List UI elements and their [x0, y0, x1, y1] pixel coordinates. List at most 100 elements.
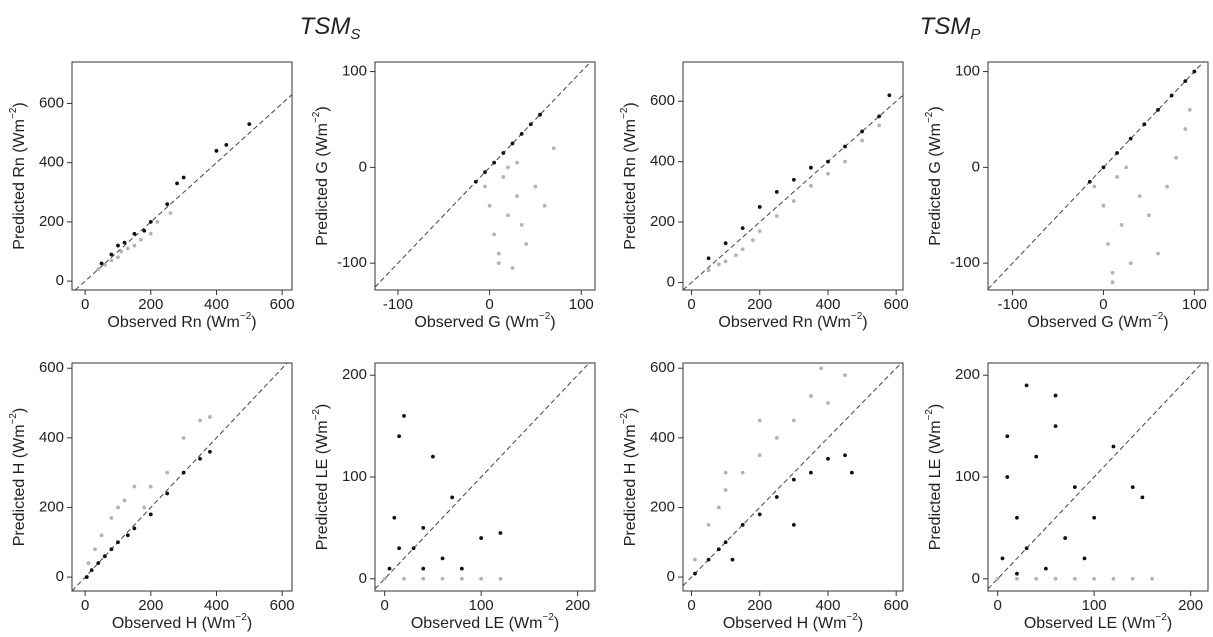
point [723, 540, 728, 545]
x-tick-label: 400 [204, 597, 229, 614]
point [723, 488, 728, 492]
plot-frame [71, 61, 293, 291]
point [515, 194, 519, 199]
point [693, 571, 697, 576]
point [165, 491, 170, 496]
point [382, 576, 387, 581]
y-tick-label: 200 [342, 366, 367, 383]
point [757, 453, 762, 458]
point [860, 138, 864, 143]
figure-title: TSMS [300, 13, 361, 43]
plot-frame [374, 362, 596, 592]
point [1124, 165, 1129, 170]
point [392, 515, 397, 520]
point [791, 177, 796, 182]
point [1024, 546, 1029, 551]
point [515, 160, 519, 165]
label-close: ) [622, 408, 639, 413]
label-superscript: −2 [8, 413, 19, 425]
axis-label: Predicted H (Wm−2) [8, 408, 29, 547]
point [492, 160, 497, 165]
point [1072, 576, 1077, 581]
point [774, 189, 779, 194]
y-tick-label: 0 [972, 570, 980, 587]
point [1137, 194, 1142, 199]
point [740, 522, 745, 527]
point [843, 144, 847, 149]
point [1156, 251, 1160, 256]
x-tick-label: 200 [138, 597, 163, 614]
label-text: Observed G (Wm [1027, 314, 1151, 331]
label-superscript: −2 [851, 311, 863, 322]
point [849, 470, 854, 475]
point [826, 456, 830, 461]
point [181, 470, 186, 475]
point [84, 575, 89, 579]
point [1015, 576, 1019, 581]
point [168, 211, 173, 215]
point [1053, 576, 1058, 581]
point [1128, 261, 1133, 266]
point [1053, 393, 1058, 398]
x-tick-label: 400 [204, 296, 229, 313]
point [887, 93, 892, 98]
x-tick-label: 0 [380, 597, 388, 614]
label-superscript: −2 [539, 311, 551, 322]
point [109, 252, 114, 257]
y-tick-label: 0 [667, 568, 675, 585]
point [809, 183, 813, 188]
point [716, 262, 721, 267]
point [995, 576, 1000, 581]
point [733, 253, 738, 258]
point [492, 232, 497, 237]
point [706, 557, 711, 562]
x-tick-label: 0 [485, 296, 493, 313]
point [819, 366, 824, 371]
x-tick-label: 200 [138, 296, 163, 313]
label-superscript: −2 [846, 612, 858, 623]
x-tick-label: 100 [469, 597, 494, 614]
y-tick-label: 0 [56, 568, 64, 585]
title-text: TSM [920, 13, 971, 40]
label-superscript: −2 [311, 111, 322, 123]
x-tick-label: 100 [1182, 296, 1207, 313]
label-text: Observed LE (Wm [1024, 615, 1156, 632]
point [1072, 485, 1077, 490]
point [774, 435, 779, 440]
point [139, 237, 143, 242]
point [96, 267, 101, 272]
point [208, 449, 212, 454]
point [1034, 576, 1039, 581]
point [506, 165, 510, 170]
point [440, 556, 445, 561]
point [1101, 203, 1106, 208]
label-text: Observed Rn (Wm [718, 314, 850, 331]
point [496, 251, 501, 256]
label-text: Predicted H (Wm [622, 424, 639, 546]
one-to-one-line [682, 94, 904, 291]
title-subscript: S [350, 26, 360, 43]
point [1005, 434, 1010, 439]
plot-frame [987, 362, 1209, 592]
y-tick-label: 400 [650, 429, 675, 446]
point [148, 512, 153, 517]
point [402, 414, 406, 418]
axis-label: Observed G (Wm−2) [1027, 311, 1168, 332]
point [809, 394, 813, 398]
point [1092, 576, 1097, 581]
axis-label: Observed Rn (Wm−2) [107, 311, 256, 332]
point [1005, 475, 1010, 479]
y-tick-label: 100 [342, 468, 367, 485]
point [1024, 383, 1029, 388]
point [109, 258, 114, 263]
x-tick-label: 100 [1082, 597, 1107, 614]
point [397, 546, 402, 551]
label-close: ) [858, 615, 863, 632]
label-close: ) [251, 314, 256, 331]
axis-label: Observed G (Wm−2) [414, 311, 555, 332]
x-tick-label: 0 [687, 597, 695, 614]
